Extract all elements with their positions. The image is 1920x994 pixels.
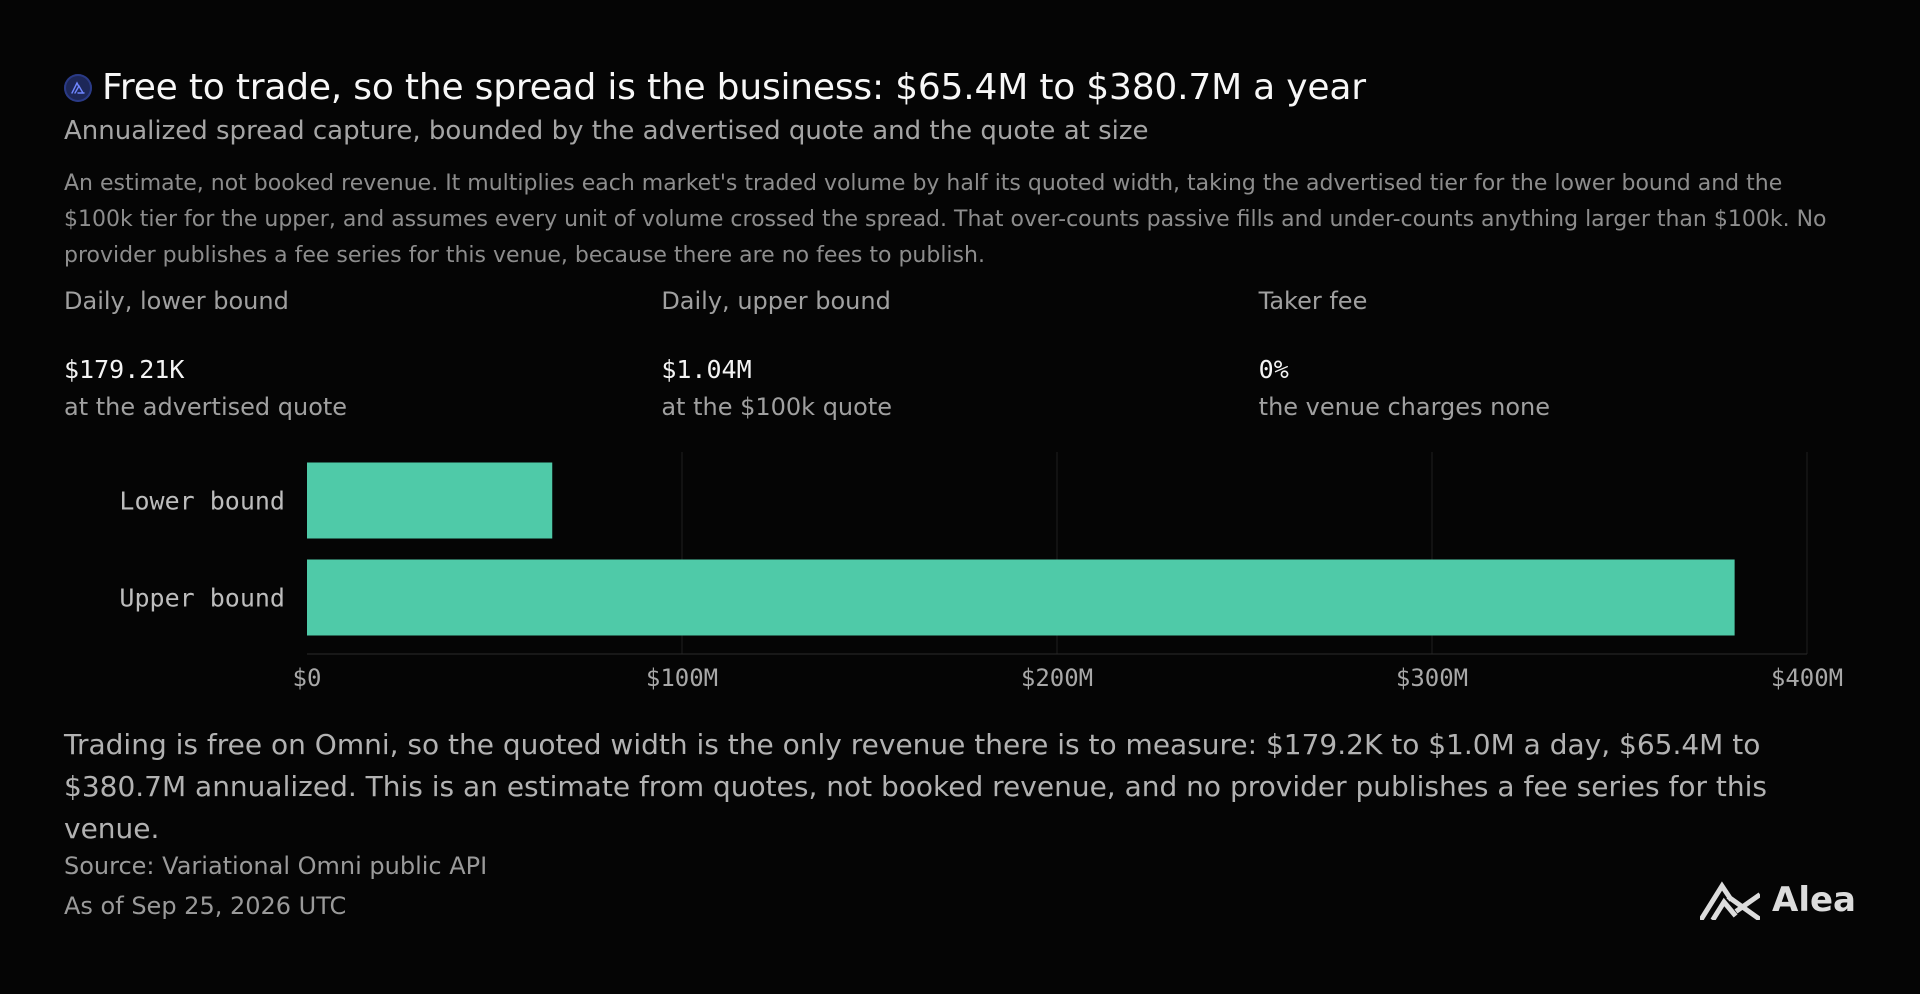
title-row: Free to trade, so the spread is the busi… bbox=[64, 64, 1856, 112]
kpi-row: Daily, lower bound $179.21K at the adver… bbox=[64, 284, 1856, 424]
alea-logo-icon bbox=[1700, 881, 1761, 920]
kpi-label: Daily, lower bound bbox=[64, 287, 289, 315]
tick-label: $0 bbox=[293, 664, 322, 692]
methodology-note: An estimate, not booked revenue. It mult… bbox=[64, 171, 1827, 268]
category-label: Lower bound bbox=[119, 487, 285, 516]
page-subtitle: Annualized spread capture, bounded by th… bbox=[64, 116, 1149, 146]
brand-name: Alea bbox=[1772, 880, 1856, 920]
kpi-caption: at the $100k quote bbox=[661, 393, 892, 421]
tick-label: $400M bbox=[1771, 664, 1843, 692]
chart-card: Free to trade, so the spread is the busi… bbox=[64, 64, 1856, 424]
alea-brand: Alea bbox=[1700, 880, 1856, 920]
tick-label: $200M bbox=[1021, 664, 1093, 692]
bar bbox=[307, 462, 553, 539]
bar-chart: Lower bound Upper bound $0 $100M $200M $300M $… bbox=[0, 440, 1920, 700]
brand-badge-icon bbox=[64, 74, 92, 102]
tick-label: $300M bbox=[1396, 664, 1468, 692]
kpi-caption: at the advertised quote bbox=[64, 393, 348, 421]
chart-summary: Trading is free on Omni, so the quoted w… bbox=[64, 728, 1767, 845]
bar-chart-svg: Lower bound Upper bound $0 $100M $200M $300M $… bbox=[119, 452, 1843, 692]
category-label: Upper bound bbox=[119, 584, 285, 613]
bar bbox=[307, 559, 1735, 636]
kpi-caption: the venue charges none bbox=[1258, 393, 1551, 421]
kpi-label: Taker fee bbox=[1258, 287, 1368, 315]
source-block: Source: Variational Omni public API As o… bbox=[64, 846, 487, 926]
kpi-value: 0% bbox=[1258, 355, 1289, 384]
tick-label: $100M bbox=[646, 664, 718, 692]
kpi-daily-upper: Daily, upper bound $1.04M at the $100k q… bbox=[661, 284, 1258, 424]
as-of-line: As of Sep 25, 2026 UTC bbox=[64, 892, 347, 920]
kpi-label: Daily, upper bound bbox=[661, 287, 891, 315]
kpi-value: $1.04M bbox=[661, 355, 752, 384]
kpi-taker-fee: Taker fee 0% the venue charges none bbox=[1259, 284, 1856, 424]
kpi-daily-lower: Daily, lower bound $179.21K at the adver… bbox=[64, 284, 661, 424]
source-line: Source: Variational Omni public API bbox=[64, 852, 488, 880]
kpi-value: $179.21K bbox=[64, 355, 185, 384]
page-title: Free to trade, so the spread is the busi… bbox=[102, 67, 1366, 108]
